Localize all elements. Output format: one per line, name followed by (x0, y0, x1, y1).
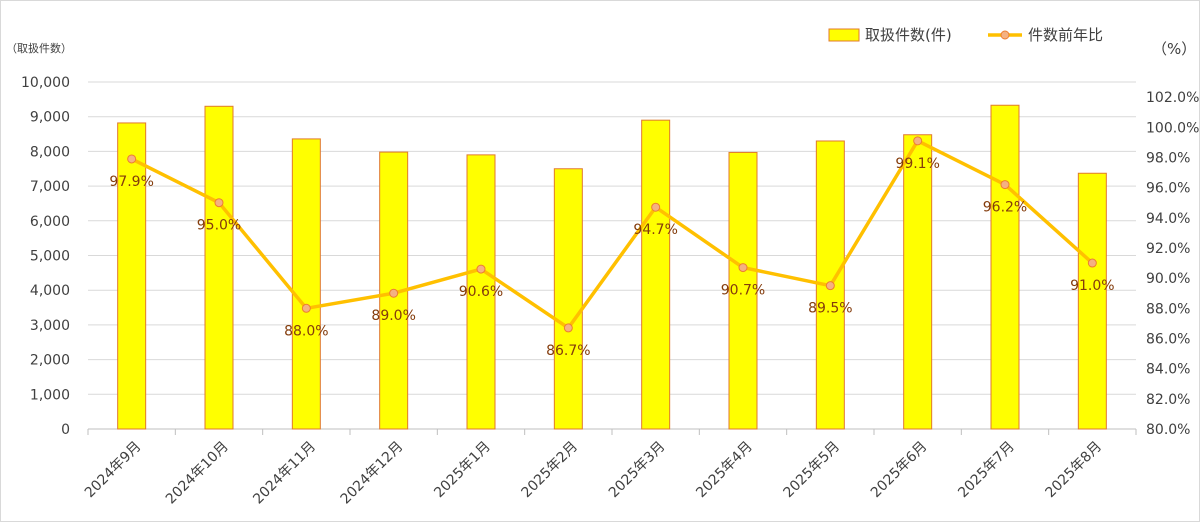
right-tick-label: 96.0% (1146, 181, 1190, 197)
yoy-data-label: 97.9% (109, 174, 153, 190)
yoy-point (563, 323, 573, 333)
left-axis: 0 1,000 2,000 3,000 4,000 5,000 6,000 7,000 8,00… (21, 75, 70, 438)
legend-line-label: 件数前年比 (1028, 26, 1103, 44)
right-tick-label: 94.0% (1146, 211, 1190, 227)
left-tick-label: 0 (61, 422, 70, 438)
line-series: 97.9% 95.0% 88.0% 89.0% 90.6% 86.7% 94.7% 90.7%… (109, 136, 1115, 359)
bar (466, 154, 496, 430)
legend-bar-swatch (828, 28, 860, 42)
yoy-data-label: 90.6% (459, 284, 503, 300)
left-tick-label: 10,000 (21, 75, 70, 91)
yoy-data-label: 95.0% (197, 218, 241, 234)
yoy-point (738, 263, 748, 273)
right-tick-label: 88.0% (1146, 301, 1190, 317)
bar (990, 104, 1020, 430)
legend: 取扱件数(件) 件数前年比 (828, 26, 1103, 44)
right-tick-label: 86.0% (1146, 331, 1190, 347)
yoy-point (127, 154, 137, 164)
yoy-point (214, 198, 224, 208)
yoy-point (825, 281, 835, 291)
left-tick-label: 5,000 (30, 249, 70, 265)
right-tick-label: 98.0% (1146, 150, 1190, 166)
yoy-data-label: 88.0% (284, 323, 328, 339)
right-tick-label: 84.0% (1146, 362, 1190, 378)
left-tick-label: 9,000 (30, 110, 70, 126)
right-tick-label: 100.0% (1146, 120, 1199, 136)
left-tick-label: 1,000 (30, 387, 70, 403)
yoy-point (913, 136, 923, 146)
yoy-line (130, 139, 1094, 330)
right-tick-label: 80.0% (1146, 422, 1190, 438)
left-axis-unit-label: （取扱件数） (6, 41, 72, 55)
bar (903, 134, 933, 430)
yoy-point (389, 288, 399, 298)
right-axis: 80.0% 82.0% 84.0% 86.0% 88.0% 90.0% 92.0% 94.0%… (1146, 90, 1199, 438)
yoy-point (301, 303, 311, 313)
legend-line-marker (1000, 30, 1010, 40)
yoy-data-label: 99.1% (895, 156, 939, 172)
yoy-data-label: 90.7% (721, 283, 765, 299)
yoy-point (651, 202, 661, 212)
bar (291, 138, 321, 430)
bar (204, 105, 234, 430)
yoy-data-label: 86.7% (546, 343, 590, 359)
right-tick-label: 102.0% (1146, 90, 1199, 106)
yoy-point (1087, 258, 1097, 268)
bar (1077, 172, 1107, 430)
yoy-data-label: 94.7% (633, 222, 677, 238)
bar (728, 151, 758, 430)
left-tick-label: 6,000 (30, 214, 70, 230)
legend-bar-label: 取扱件数(件) (865, 26, 952, 44)
yoy-data-label: 89.0% (371, 308, 415, 324)
right-axis-unit-label: （%） (1152, 40, 1196, 58)
left-tick-label: 4,000 (30, 283, 70, 299)
bar (641, 119, 671, 430)
right-tick-label: 92.0% (1146, 241, 1190, 257)
bar (117, 122, 147, 430)
yoy-data-label: 96.2% (983, 200, 1027, 216)
left-tick-label: 7,000 (30, 179, 70, 195)
right-tick-label: 82.0% (1146, 392, 1190, 408)
bar (553, 168, 583, 430)
yoy-point (1000, 180, 1010, 190)
right-tick-label: 90.0% (1146, 271, 1190, 287)
left-tick-label: 8,000 (30, 144, 70, 160)
yoy-data-label: 91.0% (1070, 278, 1114, 294)
yoy-data-label: 89.5% (808, 301, 852, 317)
yoy-point (476, 264, 486, 274)
left-tick-label: 2,000 (30, 353, 70, 369)
left-tick-label: 3,000 (30, 318, 70, 334)
